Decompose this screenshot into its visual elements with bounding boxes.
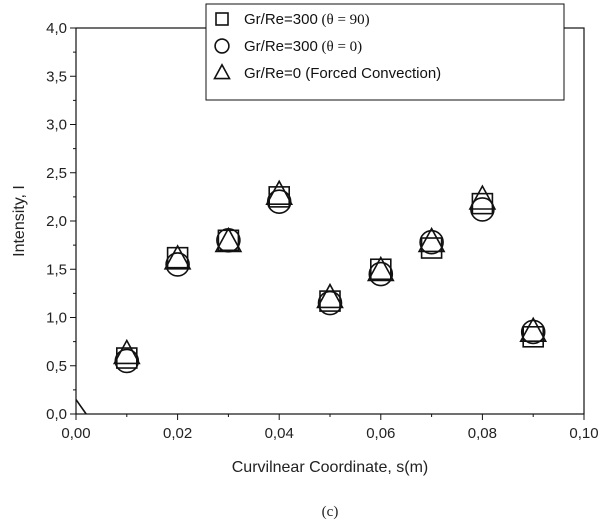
y-tick-label: 3,0 (46, 117, 67, 134)
figure-caption: (c) (322, 504, 339, 520)
data-point-triangle (417, 226, 446, 253)
legend-label: Gr/Re=300 (θ = 0) (244, 38, 362, 55)
edge-line (75, 399, 87, 415)
series-square (116, 186, 545, 369)
y-tick-label: 4,0 (46, 20, 67, 37)
y-tick-label: 2,5 (46, 165, 67, 182)
legend: Gr/Re=300 (θ = 90) Gr/Re=300 (θ = 0) Gr/Re… (205, 3, 565, 101)
data-point-triangle (163, 244, 192, 270)
data-point-triangle (214, 226, 243, 253)
data-point-circle (368, 261, 394, 287)
x-axis-title: Curvilnear Coordinate, s(m) (232, 459, 429, 476)
legend-label: Gr/Re=300 (θ = 90) (244, 11, 370, 28)
y-tick-label: 0,5 (46, 358, 67, 375)
data-point-triangle (519, 316, 548, 343)
legend-box (205, 3, 565, 101)
x-tick-label: 0,00 (61, 425, 90, 442)
y-tick-label: 3,5 (46, 68, 67, 85)
y-tick-label: 1,0 (46, 310, 67, 327)
legend-label-suffix: (θ = 90) (318, 12, 370, 28)
data-point-circle (165, 252, 190, 277)
y-axis-title: Intensity, I (11, 185, 28, 257)
legend-label: Gr/Re=0 (Forced Convection) (244, 65, 441, 82)
legend-items: Gr/Re=300 (θ = 90) Gr/Re=300 (θ = 0) Gr/Re… (213, 11, 441, 82)
y-tick-label: 2,0 (46, 213, 67, 230)
data-point-triangle (112, 338, 141, 365)
data-point-triangle (468, 184, 497, 210)
data-point-circle (317, 290, 343, 316)
legend-marker-circle (214, 38, 230, 54)
data-point-circle (216, 228, 241, 253)
axis-tick-labels: 0,00 0,02 0,04 0,06 0,08 0,10 0,0 0,5 1,0 1,5 2,0 2… (46, 20, 598, 442)
x-tick-label: 0,10 (569, 425, 598, 442)
data-markers (112, 179, 548, 374)
legend-label-suffix: (θ = 0) (318, 39, 362, 55)
edge-line-segment (75, 399, 87, 415)
data-point-circle (520, 319, 546, 345)
legend-marker-triangle (213, 63, 231, 80)
y-tick-label: 0,0 (46, 406, 67, 423)
data-point-circle (419, 229, 444, 255)
series-circle (114, 189, 546, 374)
x-tick-label: 0,04 (265, 425, 294, 442)
x-tick-label: 0,02 (163, 425, 192, 442)
data-point-triangle (316, 282, 344, 309)
data-point-triangle (265, 179, 294, 205)
data-point-circle (266, 189, 292, 214)
x-tick-label: 0,06 (366, 425, 395, 442)
data-point-square (217, 229, 240, 252)
data-point-square (471, 192, 494, 215)
legend-marker-square (215, 12, 229, 26)
data-point-circle (114, 348, 140, 374)
y-tick-label: 1,5 (46, 261, 67, 278)
series-triangle (112, 179, 548, 365)
x-tick-label: 0,08 (468, 425, 497, 442)
axis-ticks (70, 27, 585, 420)
data-point-triangle (366, 255, 395, 282)
